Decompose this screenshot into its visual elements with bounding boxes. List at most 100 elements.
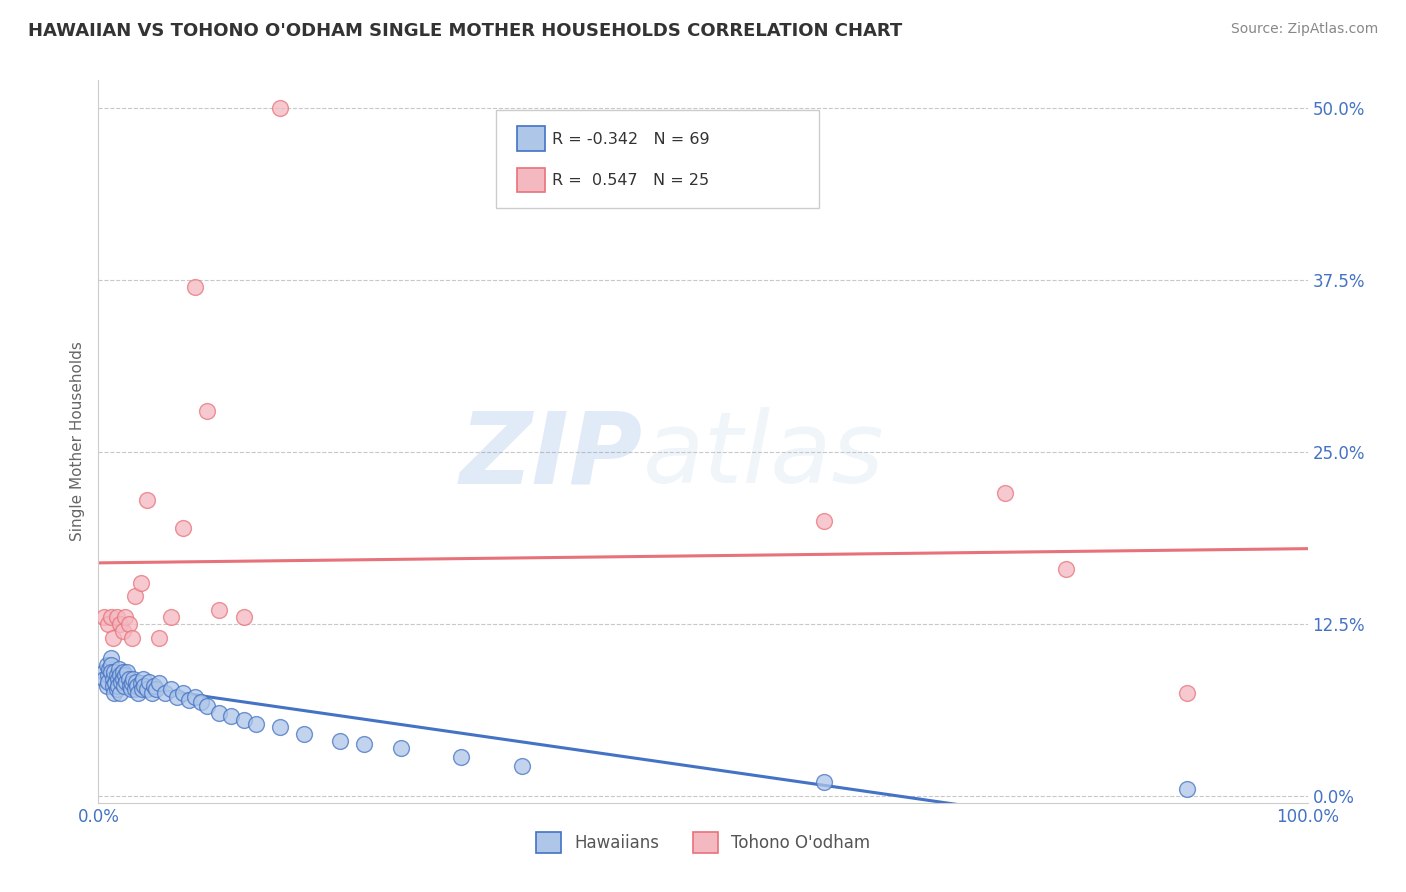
Y-axis label: Single Mother Households: Single Mother Households [69, 342, 84, 541]
Point [105, 681, 128, 696]
Point [232, 610, 254, 624]
Point [111, 624, 134, 638]
Point [292, 727, 315, 741]
Point [232, 713, 254, 727]
Point [115, 674, 138, 689]
Point [195, 699, 218, 714]
Point [208, 603, 231, 617]
Point [813, 775, 835, 789]
Text: ZIP: ZIP [460, 408, 643, 505]
Point [96, 679, 118, 693]
Point [103, 665, 125, 679]
Point [129, 575, 152, 590]
Point [114, 668, 136, 682]
Point [121, 676, 143, 690]
Point [125, 674, 148, 689]
Point [93, 672, 115, 686]
Point [118, 679, 141, 693]
Point [114, 610, 136, 624]
Point [111, 672, 134, 686]
Point [160, 610, 183, 624]
Point [111, 665, 134, 679]
Point [97, 616, 120, 631]
Point [190, 695, 212, 709]
Point [160, 681, 183, 696]
Point [96, 658, 118, 673]
Point [97, 674, 120, 689]
Point [100, 610, 122, 624]
Point [1175, 686, 1198, 700]
Point [108, 662, 131, 676]
Point [104, 676, 127, 690]
Point [179, 692, 201, 706]
Point [108, 616, 131, 631]
Point [329, 734, 352, 748]
Point [450, 750, 472, 764]
Point [389, 740, 412, 755]
Point [135, 493, 157, 508]
Point [103, 686, 125, 700]
Point [148, 676, 170, 690]
Point [208, 706, 231, 721]
Point [124, 590, 146, 604]
Point [105, 610, 128, 624]
Point [124, 681, 146, 696]
Point [100, 665, 122, 679]
Point [127, 686, 149, 700]
Point [108, 686, 131, 700]
Point [122, 672, 145, 686]
Point [813, 514, 835, 528]
Point [184, 279, 207, 293]
Point [221, 709, 243, 723]
Point [101, 672, 124, 686]
Point [994, 486, 1017, 500]
Point [129, 676, 152, 690]
Text: R =  0.547   N = 25: R = 0.547 N = 25 [551, 173, 709, 188]
Point [172, 520, 194, 534]
Point [245, 717, 267, 731]
Point [118, 616, 141, 631]
Point [269, 101, 291, 115]
Point [353, 737, 375, 751]
Legend: Hawaiians, Tohono O'odham: Hawaiians, Tohono O'odham [529, 826, 877, 860]
Point [100, 658, 122, 673]
Point [195, 403, 218, 417]
Point [1054, 562, 1077, 576]
Point [135, 681, 157, 696]
Point [145, 681, 167, 696]
Point [131, 681, 153, 696]
Point [1175, 782, 1198, 797]
Point [117, 665, 139, 679]
Point [148, 631, 170, 645]
Point [107, 679, 129, 693]
Point [100, 651, 122, 665]
Point [143, 679, 166, 693]
Point [93, 610, 115, 624]
Point [112, 679, 135, 693]
Point [107, 672, 129, 686]
Point [93, 665, 115, 679]
Point [101, 679, 124, 693]
Point [101, 631, 124, 645]
Point [134, 679, 156, 693]
Point [105, 668, 128, 682]
Point [127, 679, 149, 693]
Point [510, 758, 533, 772]
Point [121, 631, 143, 645]
Point [172, 686, 194, 700]
Point [97, 668, 120, 682]
Point [132, 672, 155, 686]
Text: atlas: atlas [643, 408, 884, 505]
Point [141, 686, 163, 700]
Point [138, 674, 160, 689]
Point [184, 690, 207, 704]
Text: Source: ZipAtlas.com: Source: ZipAtlas.com [1230, 22, 1378, 37]
Text: R = -0.342   N = 69: R = -0.342 N = 69 [551, 132, 710, 147]
Point [120, 681, 142, 696]
Point [110, 674, 132, 689]
Point [166, 690, 188, 704]
Point [269, 720, 291, 734]
Text: HAWAIIAN VS TOHONO O'ODHAM SINGLE MOTHER HOUSEHOLDS CORRELATION CHART: HAWAIIAN VS TOHONO O'ODHAM SINGLE MOTHER… [28, 22, 903, 40]
Point [153, 686, 176, 700]
Point [118, 672, 141, 686]
